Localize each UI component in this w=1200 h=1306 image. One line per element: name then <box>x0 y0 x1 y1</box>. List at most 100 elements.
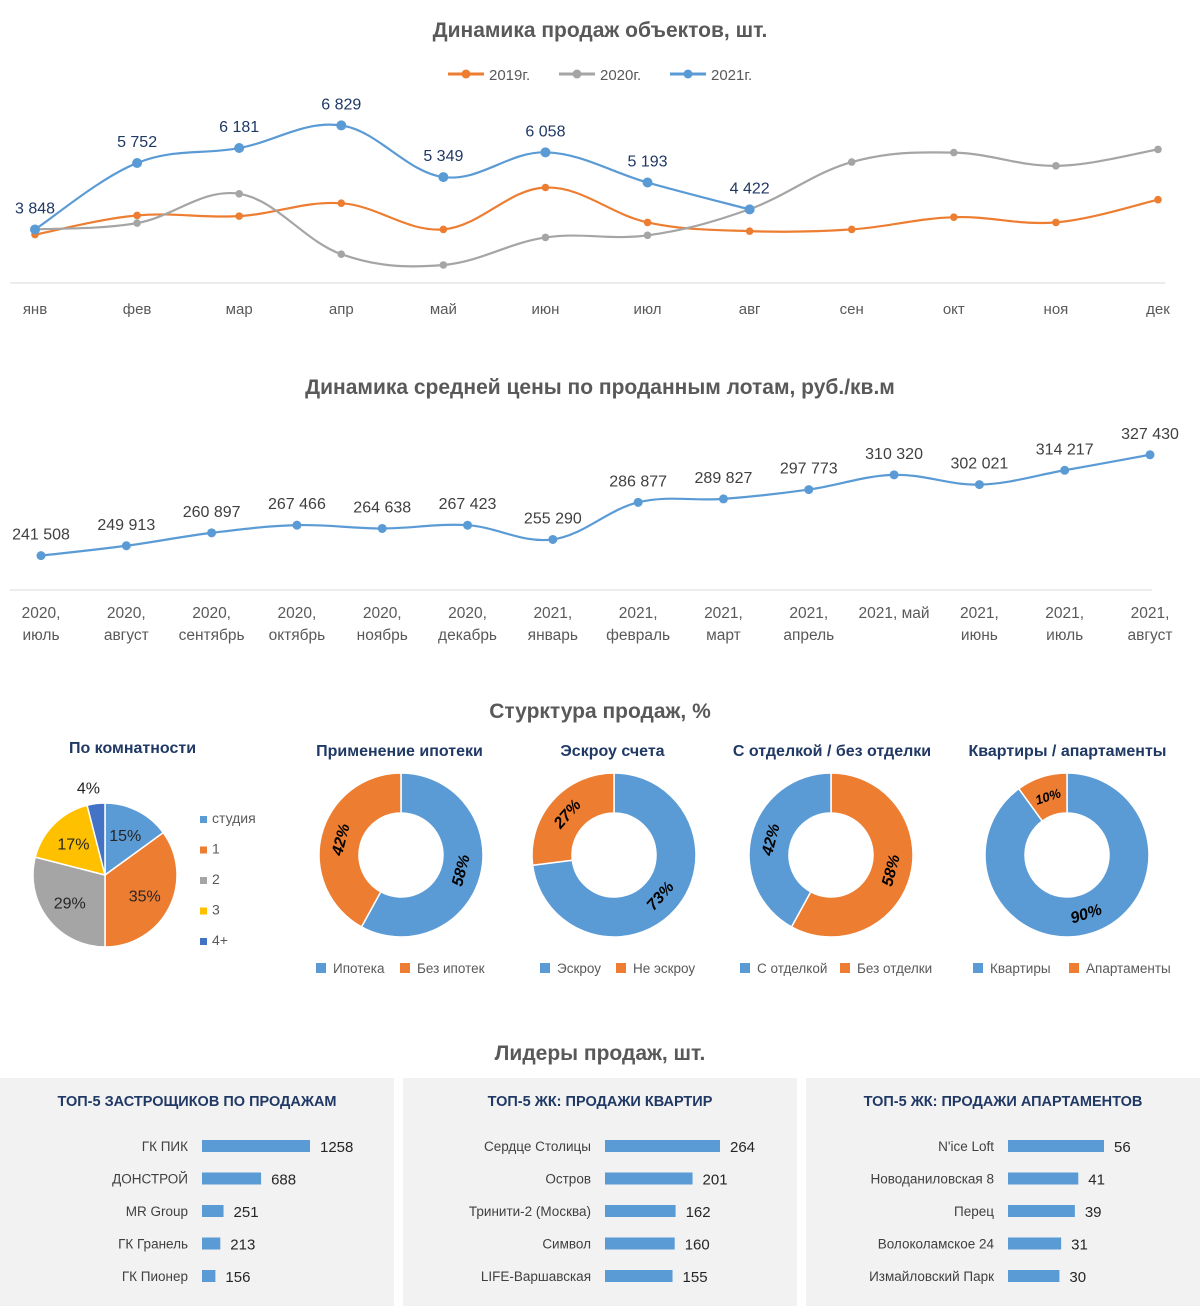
x-tick-label: 2021, апрель <box>783 605 834 644</box>
data-label: 4 422 <box>730 180 770 197</box>
legend-label: Апартаменты <box>1086 961 1171 976</box>
data-label: 249 913 <box>97 517 155 534</box>
legend-swatch <box>400 963 410 973</box>
data-point <box>133 211 141 220</box>
data-label: 267 423 <box>439 496 497 513</box>
bar <box>202 1237 221 1250</box>
data-point <box>337 250 346 258</box>
data-point <box>745 227 754 235</box>
legend-label: Не эскроу <box>633 961 695 976</box>
x-tick-label: 2021, январь <box>528 605 578 644</box>
bar-value-label: 30 <box>1069 1269 1086 1286</box>
series-line-price <box>40 453 1151 557</box>
data-point <box>540 147 551 158</box>
pie-data-label: 35% <box>129 888 161 905</box>
x-tick-line: апрель <box>783 627 834 644</box>
legend-swatch <box>740 963 750 973</box>
x-tick-line: декабрь <box>438 627 497 644</box>
data-point <box>643 231 652 240</box>
x-tick-line: 2021, <box>704 605 743 622</box>
legend-swatch <box>1069 963 1079 973</box>
data-point <box>439 225 448 234</box>
data-point <box>541 233 550 242</box>
data-label: 286 877 <box>609 473 667 490</box>
data-point <box>950 213 958 221</box>
pie-data-label: 15% <box>109 828 141 845</box>
data-label: 314 217 <box>1036 441 1094 458</box>
x-tick-label: фев <box>123 301 152 318</box>
bar <box>605 1270 673 1282</box>
x-tick-line: ноябрь <box>357 627 408 644</box>
data-point <box>548 534 558 544</box>
legend-label: Ипотека <box>333 961 385 976</box>
x-tick-line: 2021, май <box>859 605 930 622</box>
x-tick-label: июн <box>531 301 559 318</box>
legend-label: 1 <box>212 841 220 857</box>
bar-value-label: 160 <box>685 1237 710 1254</box>
legend-label: студия <box>212 810 256 826</box>
donut-slice-Без отделки <box>790 772 914 938</box>
data-point <box>36 551 46 561</box>
donut-slice-С отделкой <box>748 772 832 928</box>
bar-value-label: 39 <box>1085 1204 1102 1221</box>
finish-donut-chart: 58%42%С отделкой Без отделки <box>740 772 932 976</box>
legend-label: С отделкой <box>757 961 827 976</box>
data-point <box>439 261 448 269</box>
bar-category-label: Тринити-2 (Москва) <box>469 1204 591 1219</box>
x-tick-line: октябрь <box>269 627 326 644</box>
data-point <box>133 219 141 227</box>
flats-bar-chart: Сердце Столицы 264 Остров 201 Тринити-2 (Мос… <box>469 1139 755 1286</box>
bar <box>1008 1140 1104 1152</box>
legend-label: Квартиры <box>990 961 1051 976</box>
legend-label: Без ипотек <box>417 961 485 976</box>
data-label: 297 773 <box>780 461 838 478</box>
x-tick-label: июл <box>634 301 662 318</box>
data-point <box>847 225 856 234</box>
x-tick-line: 2021, <box>533 605 572 622</box>
data-label: 310 320 <box>865 446 923 463</box>
pie-data-label: 29% <box>54 895 86 912</box>
data-point <box>744 204 755 215</box>
data-point <box>30 224 40 235</box>
legend-swatch <box>200 877 207 884</box>
donut-slice-Эскроу <box>531 772 697 938</box>
x-tick-line: февраль <box>606 627 670 644</box>
x-tick-line: 2021, <box>1131 605 1170 622</box>
apartments-donut-title: Квартиры / апартаменты <box>968 743 1167 760</box>
x-tick-line: 2020, <box>107 605 146 622</box>
x-tick-label: 2021, август <box>1128 605 1173 644</box>
data-point <box>1154 195 1162 204</box>
data-label: 241 508 <box>12 527 70 544</box>
data-point <box>234 143 245 154</box>
pie-data-label: 4% <box>77 781 100 798</box>
data-point <box>950 148 958 157</box>
data-label: 6 181 <box>219 119 259 136</box>
legend-swatch <box>200 907 207 915</box>
price-line-chart: 241 508 249 913 260 897 267 466 264 638 267 4… <box>10 426 1179 644</box>
bar-value-label: 251 <box>234 1204 259 1221</box>
structure-section-title: Стурктура продаж, % <box>489 700 711 723</box>
apartments-bar-title: ТОП-5 ЖК: ПРОДАЖИ АПАРТАМЕНТОВ <box>863 1094 1143 1110</box>
legend-swatch <box>540 963 550 973</box>
apartments-bar-chart: N'ice Loft 56 Новоданиловская 8 41 Перец 39 Во… <box>869 1139 1131 1286</box>
legend-swatch <box>973 963 983 973</box>
legend-swatch-marker <box>572 69 582 79</box>
data-point <box>207 528 217 538</box>
x-tick-label: 2021, июль <box>1045 605 1084 644</box>
bar-category-label: ГК ПИК <box>142 1139 188 1154</box>
bar <box>1008 1172 1079 1185</box>
data-point <box>438 172 449 183</box>
bar <box>1008 1205 1075 1217</box>
legend-item-2019г.: 2019г. <box>448 67 530 84</box>
escrow-donut-title: Эскроу счета <box>560 743 665 760</box>
developers-panel: ТОП-5 ЗАСТРОЩИКОВ ПО ПРОДАЖАМ ГК ПИК 1258… <box>0 1078 394 1306</box>
bar <box>202 1270 216 1282</box>
legend-label: 2 <box>212 871 220 887</box>
legend-swatch <box>840 963 850 973</box>
bar <box>605 1205 676 1217</box>
data-label: 327 430 <box>1121 426 1179 443</box>
legend-label: Эскроу <box>557 961 601 976</box>
bar-category-label: Измайловский Парк <box>869 1269 994 1284</box>
data-point <box>337 199 346 208</box>
x-tick-label: апр <box>329 301 354 318</box>
